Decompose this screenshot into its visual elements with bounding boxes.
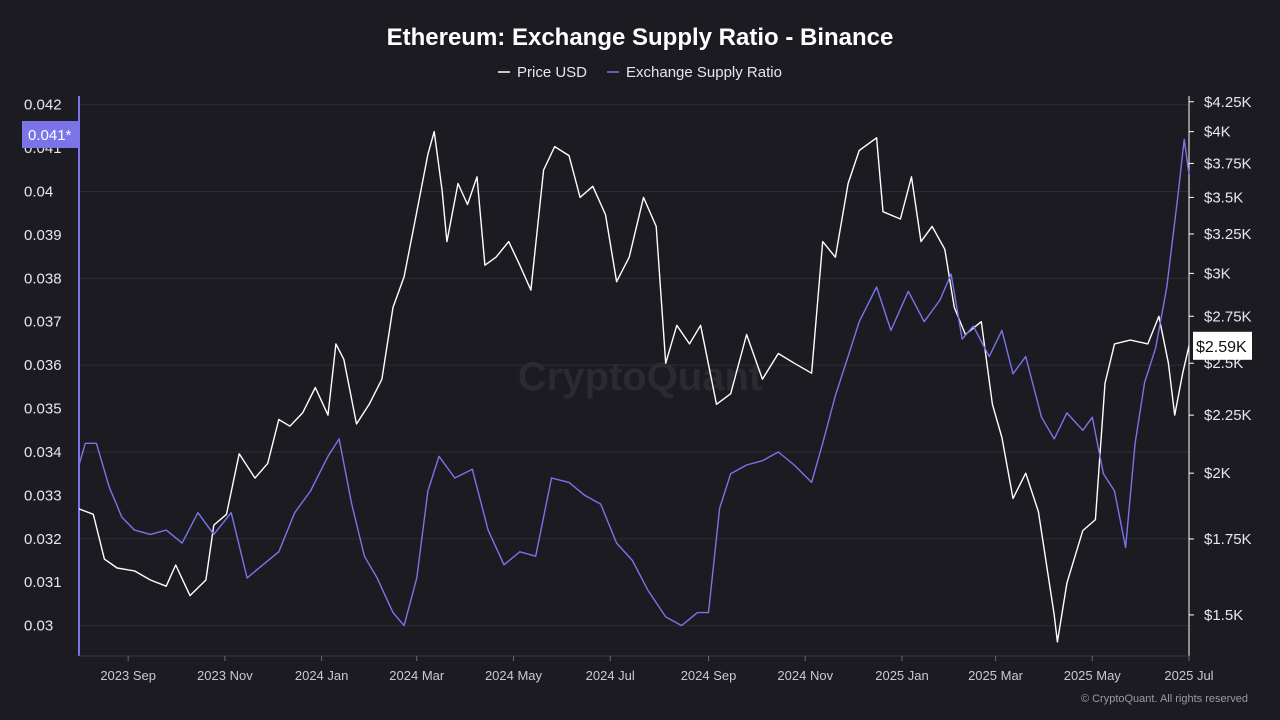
y-right-tick-label: $3.75K: [1204, 155, 1252, 172]
left-badge-label: 0.041*: [28, 127, 72, 144]
y-left-tick-label: 0.032: [24, 531, 62, 548]
x-tick-label: 2024 Jan: [295, 668, 349, 683]
y-left-tick-label: 0.036: [24, 357, 62, 374]
x-tick-label: 2024 Sep: [681, 668, 737, 683]
legend-label: Price USD: [517, 64, 587, 81]
right-badge-bg: [1193, 331, 1252, 360]
x-tick-label: 2025 May: [1064, 668, 1122, 683]
left-axis-current-badge: 0.041*: [22, 121, 78, 148]
gridlines: [79, 104, 1189, 627]
x-tick-label: 2023 Nov: [197, 668, 253, 683]
right-axis-current-badge: $2.59K: [1193, 331, 1252, 360]
y-left-tick-label: 0.031: [24, 574, 62, 591]
legend[interactable]: Price USD Exchange Supply Ratio: [498, 64, 782, 81]
x-tick-label: 2024 Mar: [389, 668, 445, 683]
x-tick-label: 2023 Sep: [100, 668, 156, 683]
left-badge-bg: [22, 121, 78, 148]
y-left-tick-label: 0.039: [24, 227, 62, 244]
price-usd-line: [78, 130, 1190, 643]
y-left-tick-label: 0.042: [24, 97, 62, 114]
x-tick-label: 2025 Mar: [968, 668, 1024, 683]
x-tick-label: 2024 Nov: [777, 668, 833, 683]
legend-label: Exchange Supply Ratio: [626, 64, 782, 81]
y-left-tick-label: 0.037: [24, 314, 62, 331]
y-left-tick-label: 0.03: [24, 618, 53, 635]
y-right-tick-label: $3.5K: [1204, 189, 1243, 206]
y-right-tick-label: $2K: [1204, 465, 1231, 482]
x-tick-label: 2024 Jul: [586, 668, 635, 683]
legend-item[interactable]: Exchange Supply Ratio: [607, 64, 782, 81]
watermark: CryptoQuant: [518, 355, 762, 399]
y-left-tick-label: 0.04: [24, 184, 53, 201]
current-value-badges: 0.041* $2.59K: [22, 121, 1252, 360]
axes: 0.0420.0410.040.0390.0380.0370.0360.0350…: [24, 94, 1252, 683]
x-tick-label: 2024 May: [485, 668, 543, 683]
right-badge-label: $2.59K: [1196, 339, 1247, 356]
y-right-tick-label: $4K: [1204, 124, 1231, 141]
y-right-tick-label: $4.25K: [1204, 94, 1252, 111]
y-left-tick-label: 0.038: [24, 270, 62, 287]
y-right-tick-label: $1.75K: [1204, 531, 1252, 548]
copyright-notice: © CryptoQuant. All rights reserved: [1081, 693, 1248, 705]
x-tick-label: 2025 Jul: [1164, 668, 1213, 683]
legend-item[interactable]: Price USD: [498, 64, 587, 81]
y-right-tick-label: $2.25K: [1204, 407, 1252, 424]
series-lines: [78, 130, 1190, 643]
exchange-supply-ratio-line: [78, 138, 1190, 627]
chart-title: Ethereum: Exchange Supply Ratio - Binanc…: [387, 24, 894, 51]
y-right-tick-label: $3.25K: [1204, 226, 1252, 243]
y-left-tick-label: 0.033: [24, 487, 62, 504]
x-tick-label: 2025 Jan: [875, 668, 929, 683]
y-right-tick-label: $1.5K: [1204, 607, 1243, 624]
y-left-tick-label: 0.035: [24, 401, 62, 418]
y-right-tick-label: $2.75K: [1204, 308, 1252, 325]
y-left-tick-label: 0.034: [24, 444, 62, 461]
y-right-tick-label: $3K: [1204, 265, 1231, 282]
